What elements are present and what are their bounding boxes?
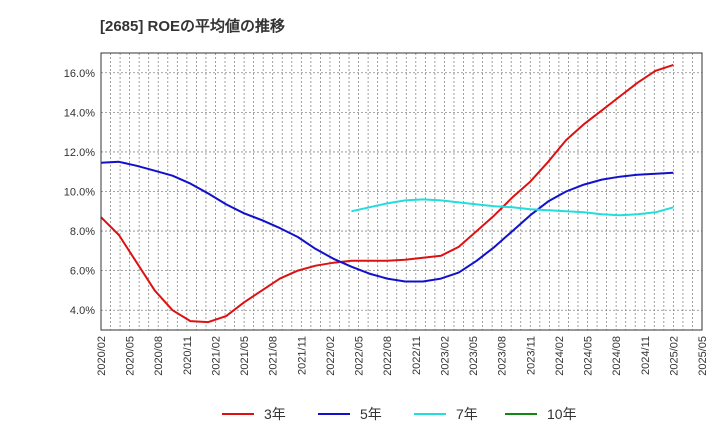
y-tick-label: 14.0% [64,107,95,119]
x-tick-label: 2020/05 [125,336,137,376]
series-line-3 [351,198,674,217]
x-tick-label: 2021/08 [268,336,280,376]
x-tick-label: 2025/05 [697,336,709,376]
legend-label-3: 7年 [456,406,478,422]
x-tick-label: 2024/02 [554,336,566,376]
y-tick-label: 6.0% [70,266,95,278]
y-tick-label: 16.0% [64,68,95,80]
series-line-2 [100,160,674,283]
x-tick-label: 2021/05 [239,336,251,376]
y-tick-label: 4.0% [70,305,95,317]
series-lines [100,63,674,324]
x-tick-label: 2020/02 [96,336,108,376]
x-tick-label: 2021/02 [210,336,222,376]
plot-frame [100,52,703,331]
x-tick-label: 2024/05 [583,336,595,376]
x-tick-label: 2022/11 [411,336,423,375]
x-tick-label: 2023/08 [497,336,509,376]
plot-border [100,52,703,331]
x-tick-label: 2022/08 [382,336,394,376]
chart-title: [2685] ROEの平均値の推移 [100,17,285,35]
y-tick-label: 12.0% [64,147,95,159]
x-tick-label: 2020/08 [153,336,165,376]
x-axis-ticks: 2020/02 2020/05 2020/08 2020/11 2021/02 2021/… [96,336,709,376]
x-tick-label: 2023/02 [439,336,451,376]
x-tick-label: 2022/02 [325,336,337,376]
x-tick-label: 2021/11 [296,336,308,375]
series-line-1 [100,63,674,324]
legend: 3年 5年 7年 10年 [222,406,577,422]
x-tick-label: 2024/11 [640,336,652,375]
legend-label-2: 5年 [360,406,382,422]
legend-label-4: 10年 [547,406,577,422]
x-tick-label: 2023/11 [525,336,537,375]
y-tick-label: 10.0% [64,187,95,199]
x-tick-label: 2023/05 [468,336,480,376]
x-tick-label: 2024/08 [611,336,623,376]
gridlines [100,53,703,330]
y-tick-label: 8.0% [70,226,95,238]
x-tick-label: 2022/05 [354,336,366,376]
x-tick-label: 2025/02 [668,336,680,376]
x-tick-label: 2020/11 [182,336,194,375]
y-axis-ticks: 4.0% 6.0% 8.0% 10.0% 12.0% 14.0% 16.0% [64,68,95,317]
legend-label-1: 3年 [264,406,286,422]
